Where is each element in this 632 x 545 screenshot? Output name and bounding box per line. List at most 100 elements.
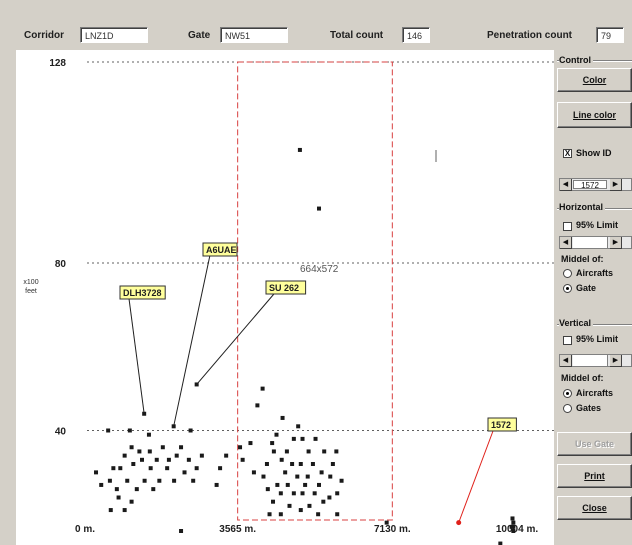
data-point [199, 453, 204, 458]
scroll-left-icon[interactable]: ◀ [560, 355, 572, 367]
data-point [116, 495, 121, 500]
middle-of-h-label: Middel of: [561, 254, 604, 264]
data-point [154, 457, 159, 462]
limit95-h-checkbox[interactable] [563, 222, 572, 231]
id-tag [487, 417, 517, 432]
corridor-field[interactable]: LNZ1D [80, 27, 148, 43]
color-button[interactable]: Color [557, 68, 632, 92]
data-point [303, 482, 308, 487]
data-point [99, 482, 104, 487]
data-point [306, 449, 311, 454]
data-point [134, 487, 139, 492]
data-point [106, 428, 111, 433]
horizontal-group-title: Horizontal [559, 202, 605, 212]
id-scroller[interactable]: ◀ 1572 ▶ [559, 178, 632, 191]
gate-h-label: Gate [576, 283, 597, 293]
scroll-right-icon[interactable]: ▶ [610, 237, 622, 249]
data-point [179, 445, 184, 450]
scroll-left-icon[interactable]: ◀ [560, 179, 572, 191]
gates-v-label: Gates [576, 403, 602, 413]
data-point [339, 478, 344, 483]
y-tick-label: 40 [55, 427, 67, 438]
data-point [280, 415, 285, 420]
scroll-right-icon[interactable]: ▶ [610, 179, 622, 191]
data-point [118, 466, 123, 471]
labeled-point [194, 382, 199, 387]
data-point [218, 466, 223, 471]
data-point [147, 449, 152, 454]
scroll-left-icon[interactable]: ◀ [560, 237, 572, 249]
data-point [511, 529, 516, 533]
data-point [327, 495, 332, 500]
gates-v-radio[interactable] [563, 404, 572, 413]
data-point [279, 457, 284, 462]
data-point [510, 516, 515, 521]
id-tag-label: A6UAE [206, 245, 237, 255]
data-point [312, 491, 317, 496]
gate-field[interactable]: NW51 [220, 27, 288, 43]
data-point [114, 487, 119, 492]
line-color-button[interactable]: Line color [557, 102, 632, 128]
data-point [265, 487, 270, 492]
data-point [251, 470, 256, 475]
aircrafts-v-radio[interactable] [563, 389, 572, 398]
scroll-thumb[interactable] [573, 237, 608, 248]
scroll-thumb[interactable] [573, 355, 608, 366]
id-tag [265, 280, 307, 295]
data-point [146, 432, 151, 437]
scroll-right-icon[interactable]: ▶ [610, 355, 622, 367]
data-point [275, 482, 280, 487]
data-point [291, 491, 296, 496]
data-point [310, 462, 315, 466]
data-point [322, 449, 327, 454]
x-tick-label: 0 m. [75, 524, 95, 535]
y-unit-label: feet [25, 288, 37, 295]
horizontal-scroller[interactable]: ◀ ▶ [559, 236, 632, 249]
callout-line [196, 293, 275, 385]
penetration-count-label: Penetration count [487, 30, 573, 41]
id-tag [119, 285, 166, 300]
scatter-chart: 128 80 40 x100 feet 0 m. 3565 m. 7130 m. 10004 m… [23, 58, 554, 545]
data-point [111, 466, 116, 471]
data-point [248, 441, 253, 446]
data-point [157, 478, 162, 483]
id-value: 1572 [573, 180, 607, 190]
data-point [270, 441, 275, 446]
data-point [271, 499, 276, 504]
data-point [140, 457, 145, 462]
limit95-v-checkbox[interactable] [563, 336, 572, 345]
id-tag [202, 242, 238, 257]
data-point [335, 512, 340, 517]
aircrafts-h-radio[interactable] [563, 269, 572, 278]
id-tag-label: DLH3728 [123, 288, 162, 298]
data-point [260, 386, 265, 391]
highlight-point [456, 520, 462, 526]
data-point [129, 499, 134, 504]
limit95-v-label: 95% Limit [576, 334, 619, 344]
data-point [300, 436, 305, 441]
y-tick-label: 128 [49, 58, 66, 69]
total-count-field[interactable]: 146 [402, 27, 430, 43]
penetration-count-field[interactable]: 79 [596, 27, 624, 43]
callout-line [128, 298, 145, 414]
total-count-label: Total count [330, 30, 384, 41]
labeled-point [142, 411, 147, 416]
data-point [172, 478, 177, 483]
data-point [267, 512, 272, 517]
show-id-checkbox[interactable]: X [563, 149, 572, 158]
y-tick-label: 80 [55, 259, 67, 270]
plot-area: 128 80 40 x100 feet 0 m. 3565 m. 7130 m. 10004 m… [16, 50, 554, 545]
use-gate-button[interactable]: Use Gate [557, 432, 632, 456]
aircrafts-h-label: Aircrafts [576, 268, 614, 278]
print-button[interactable]: Print [557, 464, 632, 488]
data-point [384, 520, 389, 525]
close-button[interactable]: Close [557, 496, 632, 520]
data-point [295, 474, 300, 479]
data-point [238, 445, 243, 450]
labeled-point [171, 424, 176, 429]
callout-line [173, 255, 211, 427]
vertical-scroller[interactable]: ◀ ▶ [559, 354, 632, 367]
gate-h-radio[interactable] [563, 284, 572, 293]
data-point [285, 482, 290, 487]
